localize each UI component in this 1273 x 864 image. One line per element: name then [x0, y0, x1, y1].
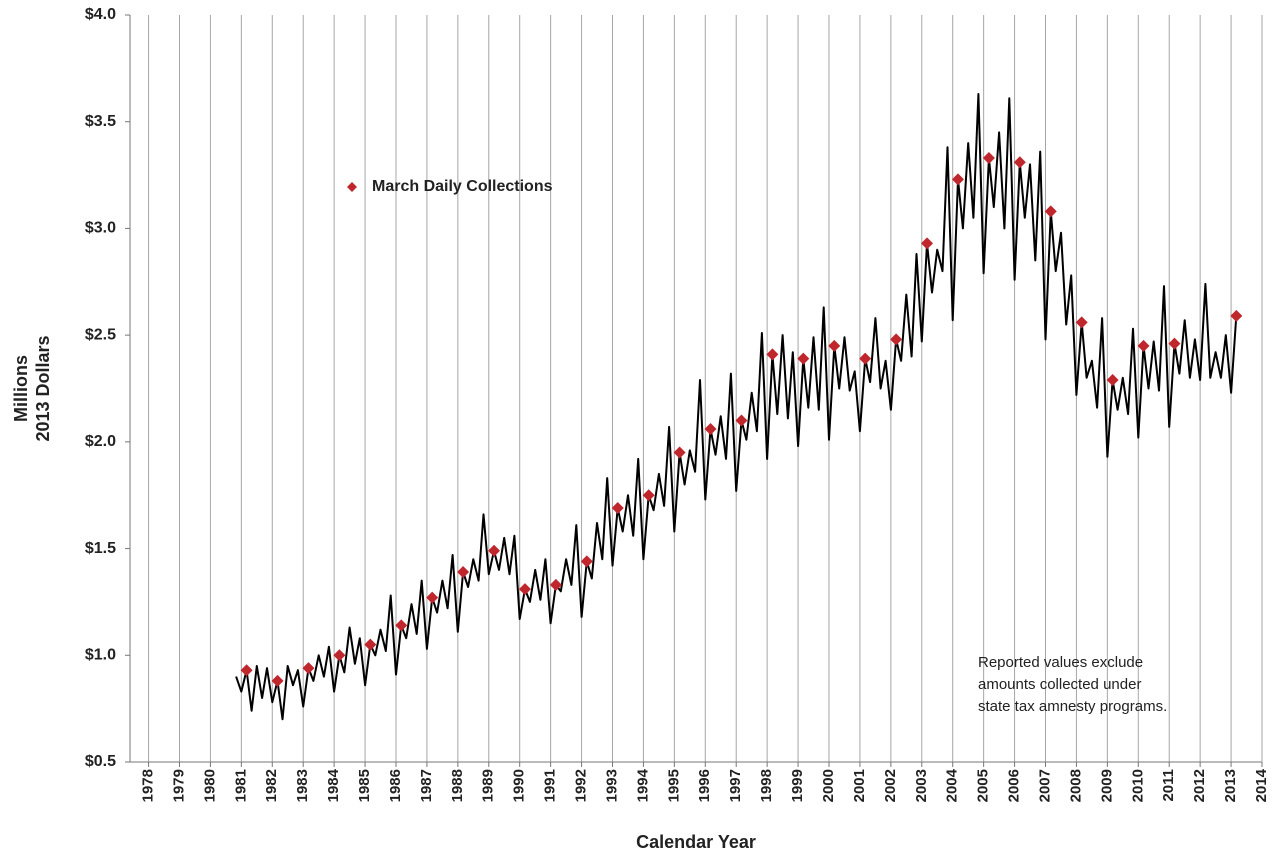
data-marker: [549, 578, 562, 591]
x-tick-label: 1978: [140, 769, 157, 802]
x-tick-label: 2005: [975, 769, 992, 802]
data-marker: [673, 446, 686, 459]
data-marker: [642, 489, 655, 502]
x-tick-label: 1991: [542, 769, 559, 802]
x-tick-label: 2013: [1222, 769, 1239, 802]
y-tick-label: $1.5: [85, 540, 116, 557]
data-marker: [1137, 339, 1150, 352]
x-tick-label: 1980: [201, 769, 218, 802]
x-tick-label: 1990: [511, 769, 528, 802]
x-tick-label: 2001: [851, 769, 868, 802]
x-tick-label: 2014: [1253, 768, 1270, 802]
data-marker: [426, 591, 439, 604]
data-marker: [240, 664, 253, 677]
y-axis-title: Millions: [11, 355, 31, 422]
x-tick-label: 1982: [263, 769, 280, 802]
data-marker: [488, 544, 501, 557]
x-tick-label: 2011: [1160, 769, 1177, 802]
legend-label: March Daily Collections: [372, 178, 553, 195]
x-tick-label: 1999: [789, 769, 806, 802]
x-tick-label: 1987: [418, 769, 435, 802]
data-marker: [1168, 337, 1181, 350]
x-tick-label: 2000: [820, 769, 837, 802]
data-marker: [580, 555, 593, 568]
y-tick-label: $1.0: [85, 647, 116, 664]
x-tick-label: 1983: [294, 769, 311, 802]
y-tick-label: $2.5: [85, 326, 116, 343]
x-tick-label: 1986: [387, 769, 404, 802]
x-tick-label: 2012: [1191, 769, 1208, 802]
x-tick-label: 1989: [480, 769, 497, 802]
data-marker: [704, 423, 717, 436]
x-tick-label: 1988: [449, 769, 466, 802]
x-tick-label: 2009: [1098, 769, 1115, 802]
x-tick-label: 1984: [325, 768, 342, 802]
data-marker: [1230, 309, 1243, 322]
y-tick-label: $0.5: [85, 753, 116, 770]
y-tick-label: $4.0: [85, 6, 116, 23]
x-tick-label: 2010: [1129, 769, 1146, 802]
x-tick-label: 1995: [665, 769, 682, 802]
data-marker: [611, 502, 624, 515]
y-axis-title: 2013 Dollars: [33, 335, 53, 441]
x-tick-label: 2003: [913, 769, 930, 802]
x-tick-label: 1997: [727, 769, 744, 802]
data-marker: [859, 352, 872, 365]
y-tick-label: $3.0: [85, 220, 116, 237]
x-tick-label: 1998: [758, 769, 775, 802]
x-axis-title: Calendar Year: [636, 832, 756, 852]
x-tick-label: 1985: [356, 769, 373, 802]
annotation: state tax amnesty programs.: [978, 698, 1167, 715]
x-tick-label: 1993: [603, 769, 620, 802]
x-tick-label: 1992: [573, 769, 590, 802]
data-marker: [1044, 205, 1057, 218]
data-marker: [951, 173, 964, 186]
data-marker: [921, 237, 934, 250]
y-tick-label: $3.5: [85, 113, 116, 130]
x-tick-label: 1981: [232, 769, 249, 802]
data-marker: [302, 662, 315, 675]
data-marker: [1013, 156, 1026, 169]
legend-marker: [347, 182, 357, 192]
data-marker: [395, 619, 408, 632]
data-marker: [797, 352, 810, 365]
data-marker: [828, 339, 841, 352]
data-marker: [735, 414, 748, 427]
x-tick-label: 1996: [696, 769, 713, 802]
data-marker: [333, 649, 346, 662]
annotation: Reported values exclude: [978, 654, 1143, 671]
x-tick-label: 2002: [882, 769, 899, 802]
data-marker: [890, 333, 903, 346]
data-marker: [982, 151, 995, 164]
x-tick-label: 1994: [634, 768, 651, 802]
data-marker: [1075, 316, 1088, 329]
x-tick-label: 2007: [1036, 769, 1053, 802]
x-tick-label: 2006: [1006, 769, 1023, 802]
x-tick-label: 2008: [1067, 769, 1084, 802]
x-tick-label: 1979: [170, 769, 187, 802]
annotation: amounts collected under: [978, 676, 1141, 693]
data-marker: [271, 674, 284, 687]
data-marker: [457, 566, 470, 579]
x-tick-label: 2004: [944, 768, 961, 802]
data-marker: [766, 348, 779, 361]
data-marker: [518, 583, 531, 596]
y-tick-label: $2.0: [85, 433, 116, 450]
data-marker: [1106, 373, 1119, 386]
data-marker: [364, 638, 377, 651]
